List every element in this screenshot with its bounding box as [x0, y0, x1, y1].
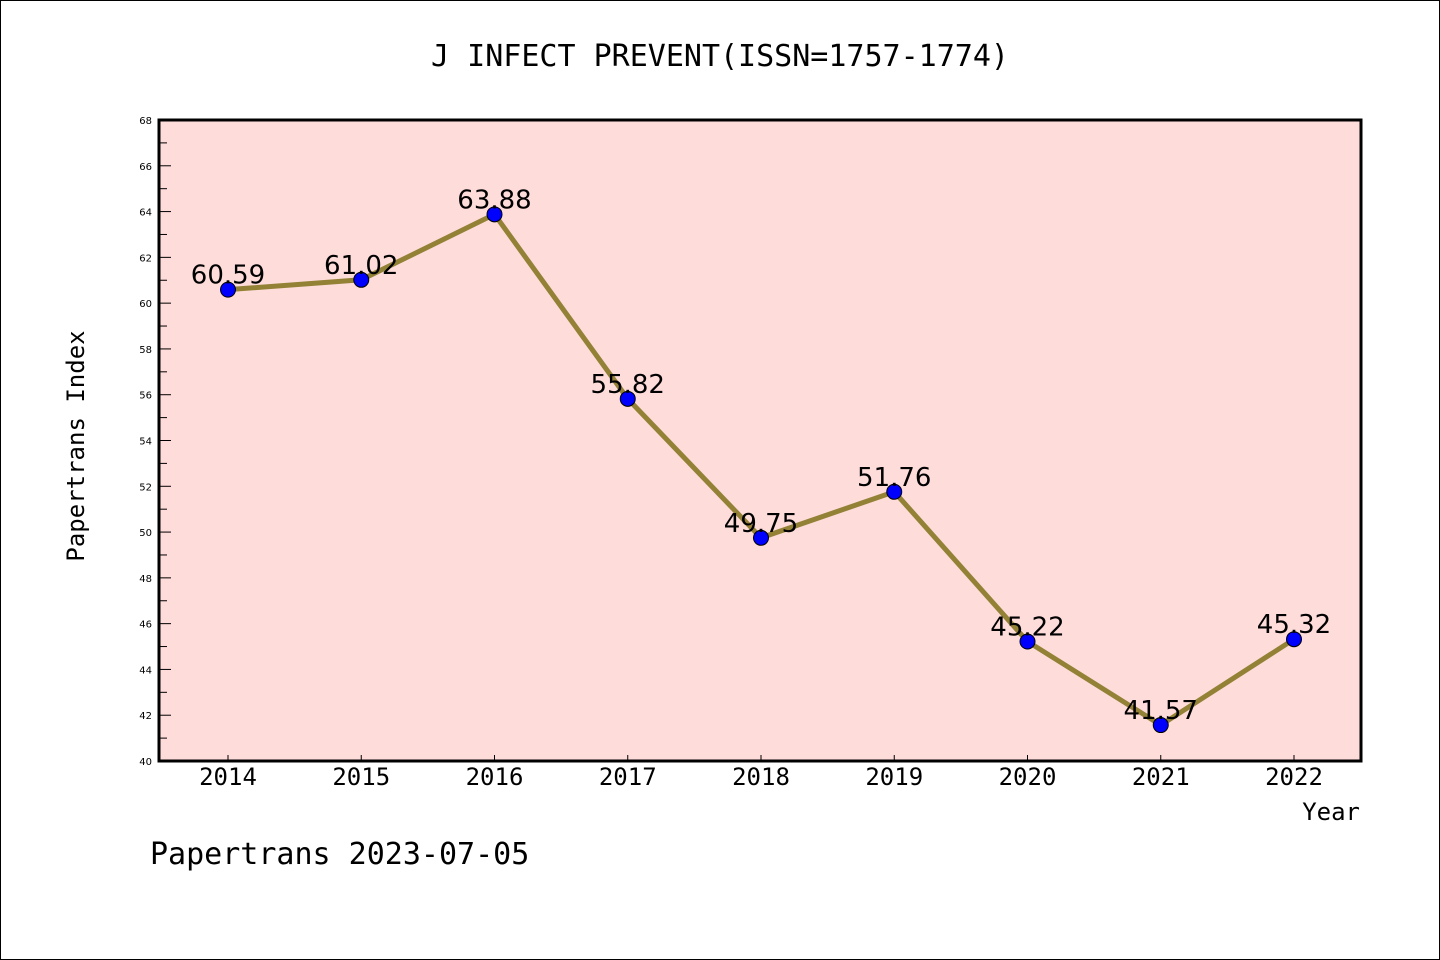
y-tick-label: 62: [139, 253, 152, 264]
x-tick-label: 2018: [732, 763, 790, 791]
data-label: 61.02: [324, 251, 398, 281]
data-label: 49.75: [724, 509, 798, 539]
series-markers: [220, 206, 1302, 734]
y-axis-label: Papertrans Index: [62, 330, 90, 561]
chart-title: J INFECT PREVENT(ISSN=1757-1774): [431, 39, 1009, 74]
data-label: 45.22: [990, 612, 1064, 642]
x-tick-label: 2022: [1265, 763, 1323, 791]
y-tick-label: 46: [139, 620, 152, 631]
x-tick-label: 2020: [999, 763, 1057, 791]
data-point: [1286, 631, 1302, 648]
data-point: [619, 390, 636, 407]
y-tick-label: 44: [139, 665, 152, 676]
data-point: [1152, 717, 1169, 734]
x-axis: 2014 2015 2016 2017 2018 2019 2020 2021 2022: [199, 755, 1323, 791]
y-tick-label: 40: [139, 757, 152, 768]
x-tick-label: 2014: [199, 763, 257, 791]
data-point: [886, 483, 903, 500]
y-tick-label: 50: [139, 528, 152, 539]
y-tick-label: 48: [139, 574, 152, 585]
data-label: 45.32: [1257, 610, 1331, 640]
data-label: 55.82: [591, 370, 665, 400]
x-tick-label: 2021: [1132, 763, 1190, 791]
data-labels: 60.59 61.02 63.88 55.82 49.75 51.76 45.22 41.57…: [191, 185, 1331, 726]
plot-area: [159, 120, 1361, 761]
y-tick-label: 68: [139, 116, 152, 127]
data-label: 63.88: [457, 185, 531, 215]
x-axis-label: Year: [1302, 798, 1360, 826]
data-label: 60.59: [191, 261, 265, 291]
x-tick-label: 2019: [865, 763, 923, 791]
y-tick-label: 66: [139, 162, 152, 173]
data-point: [753, 529, 769, 546]
x-tick-label: 2016: [466, 763, 524, 791]
data-point: [353, 271, 370, 288]
y-tick-label: 60: [139, 299, 152, 310]
data-label: 51.76: [857, 463, 931, 493]
y-axis: 40 42 44 46 48 50 52 54 56 58 60 62 64 66 68: [139, 116, 171, 768]
x-tick-label: 2017: [599, 763, 657, 791]
data-label: 41.57: [1124, 696, 1198, 726]
data-point: [1019, 633, 1036, 650]
footer-watermark: Papertrans 2023-07-05: [150, 837, 529, 872]
y-tick-label: 64: [139, 208, 152, 219]
data-point: [220, 281, 236, 298]
y-tick-label: 58: [139, 345, 152, 356]
x-tick-label: 2015: [332, 763, 390, 791]
y-tick-label: 54: [139, 437, 152, 448]
y-tick-label: 52: [139, 482, 152, 493]
y-tick-label: 56: [139, 391, 152, 402]
y-tick-label: 42: [139, 711, 152, 722]
data-point: [486, 206, 503, 223]
plot-border: [157, 118, 1363, 763]
